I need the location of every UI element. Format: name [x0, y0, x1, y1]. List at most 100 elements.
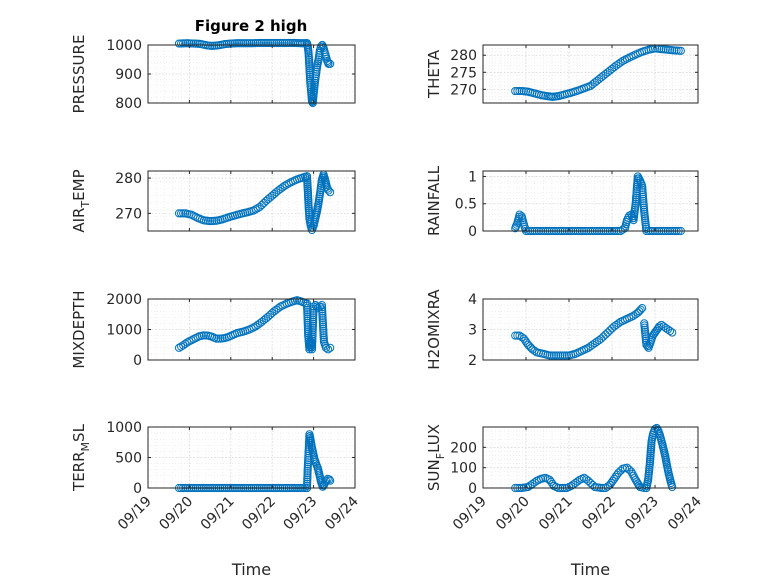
y-tick-label: 280	[115, 171, 142, 187]
y-tick-label: 3	[468, 323, 477, 339]
data-point	[323, 345, 333, 354]
y-axis-label: SUNFLUX	[425, 424, 447, 491]
data-point	[515, 331, 524, 340]
data-point	[272, 305, 281, 314]
y-tick-label: 2000	[106, 292, 142, 308]
data-point	[237, 39, 246, 48]
subplot-air_temp: 270 280 AIRTEMP	[70, 169, 356, 235]
data-point	[597, 334, 606, 343]
data-point	[612, 320, 621, 330]
data-point	[567, 481, 576, 491]
data-point	[278, 38, 287, 48]
data-point	[622, 54, 632, 63]
y-axis-label-subscript: T	[79, 201, 92, 209]
data-point	[605, 326, 614, 335]
data-point	[255, 38, 264, 48]
data-point	[515, 86, 524, 96]
x-tick-label: 09/19	[450, 494, 490, 534]
subplot-pressure: 800 900 1000 PRESSURE	[70, 35, 356, 114]
data-point	[308, 323, 317, 333]
data-point	[303, 473, 312, 482]
data-series-air_temp	[174, 170, 335, 235]
subplot-terr_msl: 0 500 1000 09/19 09/20 09/21 09/22 09/23 09/24 Ti…	[70, 420, 362, 579]
data-point	[278, 183, 287, 192]
data-point	[633, 308, 642, 317]
y-axis-label-rest: SL	[70, 423, 88, 442]
data-point	[554, 351, 563, 360]
data-point	[259, 38, 269, 48]
data-point	[524, 482, 533, 492]
data-point	[616, 466, 625, 475]
x-tick-label: 09/21	[198, 494, 238, 534]
y-axis-label: MIXDEPTH	[70, 290, 88, 368]
data-point	[588, 340, 597, 349]
y-tick-label: 200	[450, 440, 477, 456]
data-point	[308, 317, 318, 326]
y-tick-label: 0	[468, 481, 477, 497]
y-axis-label-main: RAINFALL	[425, 165, 443, 236]
data-point	[668, 328, 677, 337]
y-tick-label: 1000	[106, 323, 142, 339]
data-point	[592, 337, 602, 346]
data-point	[251, 205, 260, 214]
y-axis-label: RAINFALL	[425, 165, 443, 236]
data-point	[303, 477, 312, 486]
y-tick-label: 4	[468, 292, 477, 308]
data-point	[528, 345, 537, 354]
x-tick-label: 09/24	[322, 493, 362, 533]
data-point	[309, 311, 318, 320]
x-axis-label: Time	[570, 560, 610, 579]
data-series-pressure	[174, 38, 335, 108]
data-point	[302, 481, 312, 490]
y-axis-label: AIRTEMP	[70, 169, 92, 232]
data-point	[303, 464, 312, 473]
data-point	[241, 39, 250, 48]
data-point	[270, 38, 279, 48]
data-point	[610, 322, 619, 331]
data-point	[321, 343, 331, 352]
y-tick-label: 1000	[106, 420, 142, 436]
y-tick-label: 275	[450, 65, 477, 81]
data-point	[573, 477, 582, 486]
data-point	[584, 476, 593, 485]
data-point	[214, 334, 223, 343]
y-tick-label: 0	[468, 224, 477, 240]
data-point	[676, 46, 685, 55]
axes-box	[482, 44, 699, 104]
data-point	[303, 479, 312, 488]
data-point	[668, 482, 677, 492]
data-point	[612, 61, 621, 70]
data-point	[308, 330, 317, 339]
data-point	[546, 477, 556, 486]
data-point	[638, 304, 647, 313]
data-point	[326, 476, 335, 485]
data-point	[261, 38, 271, 48]
data-point	[303, 471, 312, 480]
data-point	[545, 351, 554, 360]
data-point	[276, 38, 285, 48]
data-point	[266, 38, 275, 48]
data-point	[657, 320, 666, 330]
y-axis-label-main: SUN	[425, 459, 443, 491]
y-axis-label-main: PRESSURE	[70, 35, 88, 114]
data-series-h2omixra	[511, 304, 677, 360]
data-point	[309, 302, 318, 311]
data-point	[614, 59, 623, 69]
data-point	[545, 475, 554, 484]
x-tick-label: 09/20	[493, 494, 533, 534]
data-point	[511, 86, 520, 96]
data-point	[234, 39, 244, 48]
axes-box	[147, 170, 356, 232]
data-point	[303, 462, 312, 471]
data-point	[620, 55, 630, 64]
data-series-mixdepth	[174, 296, 335, 354]
data-point	[308, 332, 317, 341]
data-point	[665, 326, 675, 336]
data-point	[177, 342, 186, 351]
data-point	[584, 343, 593, 352]
data-point	[303, 475, 312, 484]
data-point	[549, 351, 559, 360]
